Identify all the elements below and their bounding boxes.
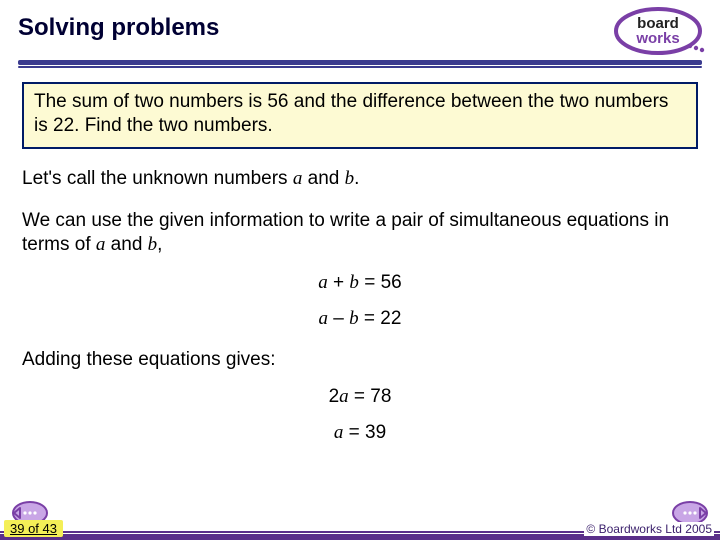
equation-3: 2a = 78 <box>22 386 698 408</box>
explain-suffix: , <box>157 234 162 255</box>
intro-suffix: . <box>354 168 359 189</box>
eq2-b: b <box>349 308 359 329</box>
var-b: b <box>345 168 355 189</box>
page-title: Solving problems <box>18 14 702 42</box>
footer: 39 of 43 © Boardworks Ltd 2005 <box>0 518 720 540</box>
eq2-rhs: = 22 <box>359 308 402 329</box>
eq4-var: a <box>334 422 344 443</box>
eq3-var: a <box>339 386 349 407</box>
intro-line: Let's call the unknown numbers a and b. <box>22 167 698 191</box>
var-b-2: b <box>148 234 158 255</box>
page-number: 39 of 43 <box>4 520 63 537</box>
logo-text-bottom: works <box>635 30 679 47</box>
eq1-b: b <box>349 272 359 293</box>
intro-mid: and <box>302 168 344 189</box>
equation-2: a – b = 22 <box>22 308 698 330</box>
copyright-text: © Boardworks Ltd 2005 <box>584 522 714 536</box>
eq3-coeff: 2 <box>329 386 340 407</box>
eq2-minus: – <box>328 308 349 329</box>
explain-line: We can use the given information to writ… <box>22 209 698 258</box>
eq1-plus: + <box>328 272 350 293</box>
adding-line: Adding these equations gives: <box>22 348 698 372</box>
problem-text: The sum of two numbers is 56 and the dif… <box>34 91 668 136</box>
problem-statement-box: The sum of two numbers is 56 and the dif… <box>22 82 698 149</box>
content-area: The sum of two numbers is 56 and the dif… <box>0 68 720 444</box>
header: Solving problems board works <box>0 0 720 68</box>
intro-prefix: Let's call the unknown numbers <box>22 168 293 189</box>
eq4-rhs: = 39 <box>343 422 386 443</box>
eq2-a: a <box>319 308 329 329</box>
eq3-rhs: = 78 <box>349 386 392 407</box>
equation-1: a + b = 56 <box>22 272 698 294</box>
header-divider <box>18 60 702 68</box>
eq1-a: a <box>318 272 328 293</box>
explain-mid: and <box>105 234 147 255</box>
boardworks-logo: board works <box>614 6 706 56</box>
var-a-2: a <box>96 234 106 255</box>
eq1-rhs: = 56 <box>359 272 402 293</box>
var-a: a <box>293 168 303 189</box>
equation-4: a = 39 <box>22 422 698 444</box>
